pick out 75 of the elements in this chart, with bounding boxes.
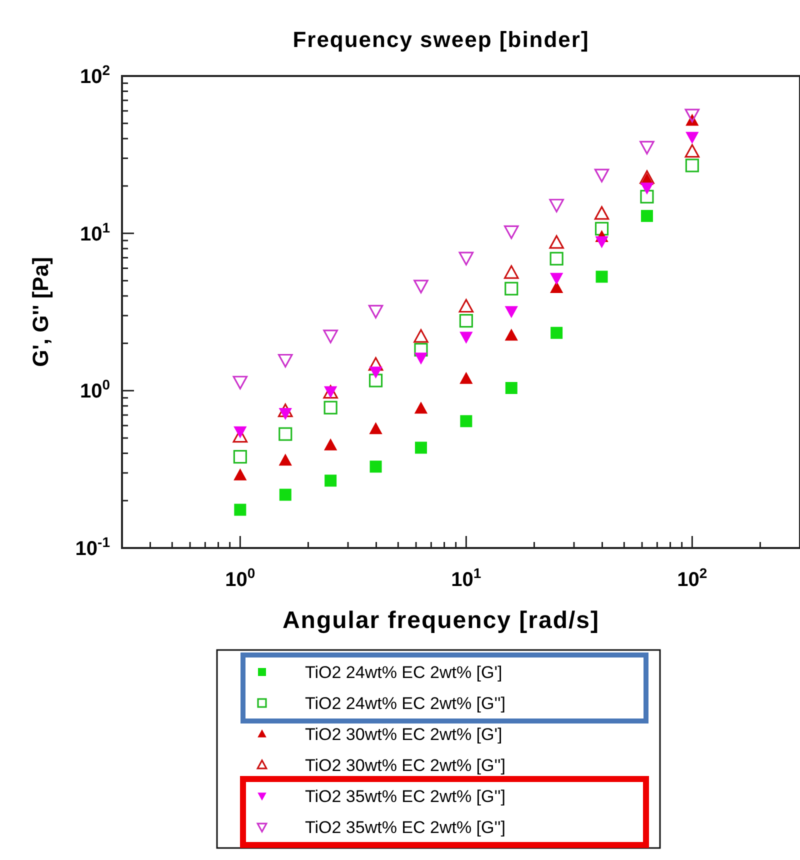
point [640, 170, 654, 184]
point [368, 304, 384, 318]
legend-label: TiO2 24wt% EC 2wt% [G''] [305, 694, 506, 713]
point [414, 442, 427, 454]
point [369, 422, 382, 434]
point [414, 342, 428, 357]
point [324, 438, 338, 450]
point [234, 504, 246, 516]
point [368, 357, 384, 371]
point [278, 408, 292, 420]
point [278, 404, 293, 418]
point [279, 488, 292, 501]
point [504, 225, 519, 240]
point [550, 280, 564, 293]
point [596, 270, 608, 283]
point [459, 314, 473, 328]
x-tick-label: 10$^{1}$ [451, 565, 482, 591]
point [414, 352, 428, 365]
point [458, 298, 474, 313]
point [234, 468, 247, 480]
chart-title: Frequency sweep [binder] [292, 27, 590, 52]
point [594, 206, 610, 220]
point [460, 415, 472, 428]
point [232, 376, 248, 390]
point [233, 450, 247, 464]
point [460, 372, 473, 384]
y-tick-label: 10$^{1}$ [80, 219, 110, 246]
point [505, 382, 518, 394]
point [550, 326, 563, 339]
point [324, 400, 338, 414]
point [368, 374, 383, 388]
legend-label: TiO2 30wt% EC 2wt% [G''] [305, 756, 506, 775]
point [278, 454, 292, 466]
point [549, 198, 564, 212]
point [323, 330, 338, 344]
point [684, 144, 700, 158]
y-axis-title: G', G'' [Pa] [28, 257, 53, 367]
point [550, 252, 564, 266]
point [686, 132, 699, 144]
point [278, 427, 292, 441]
y-tick-label: 10$^{-1}$ [75, 534, 110, 560]
point [414, 280, 428, 294]
point [504, 306, 518, 318]
point [640, 210, 653, 222]
point [369, 366, 382, 379]
point [595, 236, 608, 248]
y-tick-label: 10$^{2}$ [80, 62, 110, 88]
legend-label: TiO2 30wt% EC 2wt% [G'] [305, 725, 502, 744]
point [414, 402, 428, 414]
point [594, 222, 609, 236]
point [234, 426, 247, 438]
legend-label: TiO2 24wt% EC 2wt% [G'] [305, 663, 502, 682]
point [640, 140, 654, 154]
legend-label: TiO2 35wt% EC 2wt% [G''] [305, 818, 506, 837]
legend-label: TiO2 35wt% EC 2wt% [G''] [305, 787, 506, 806]
x-tick-label: 10$^{0}$ [225, 565, 256, 591]
y-tick-label: 10$^{0}$ [80, 376, 110, 403]
point [504, 328, 518, 341]
point [370, 460, 382, 473]
point [685, 158, 699, 172]
point [549, 235, 564, 249]
point [504, 265, 519, 279]
point [324, 474, 337, 487]
point [550, 272, 564, 285]
point [684, 108, 700, 122]
point [460, 332, 473, 344]
point [504, 282, 518, 296]
point [640, 182, 654, 195]
point [640, 190, 654, 204]
x-tick-label: 10$^{2}$ [677, 565, 708, 591]
point [278, 354, 293, 368]
x-axis-title: Angular frequency [rad/s] [282, 607, 600, 634]
point [458, 252, 474, 266]
point [594, 168, 610, 182]
point [414, 329, 428, 343]
